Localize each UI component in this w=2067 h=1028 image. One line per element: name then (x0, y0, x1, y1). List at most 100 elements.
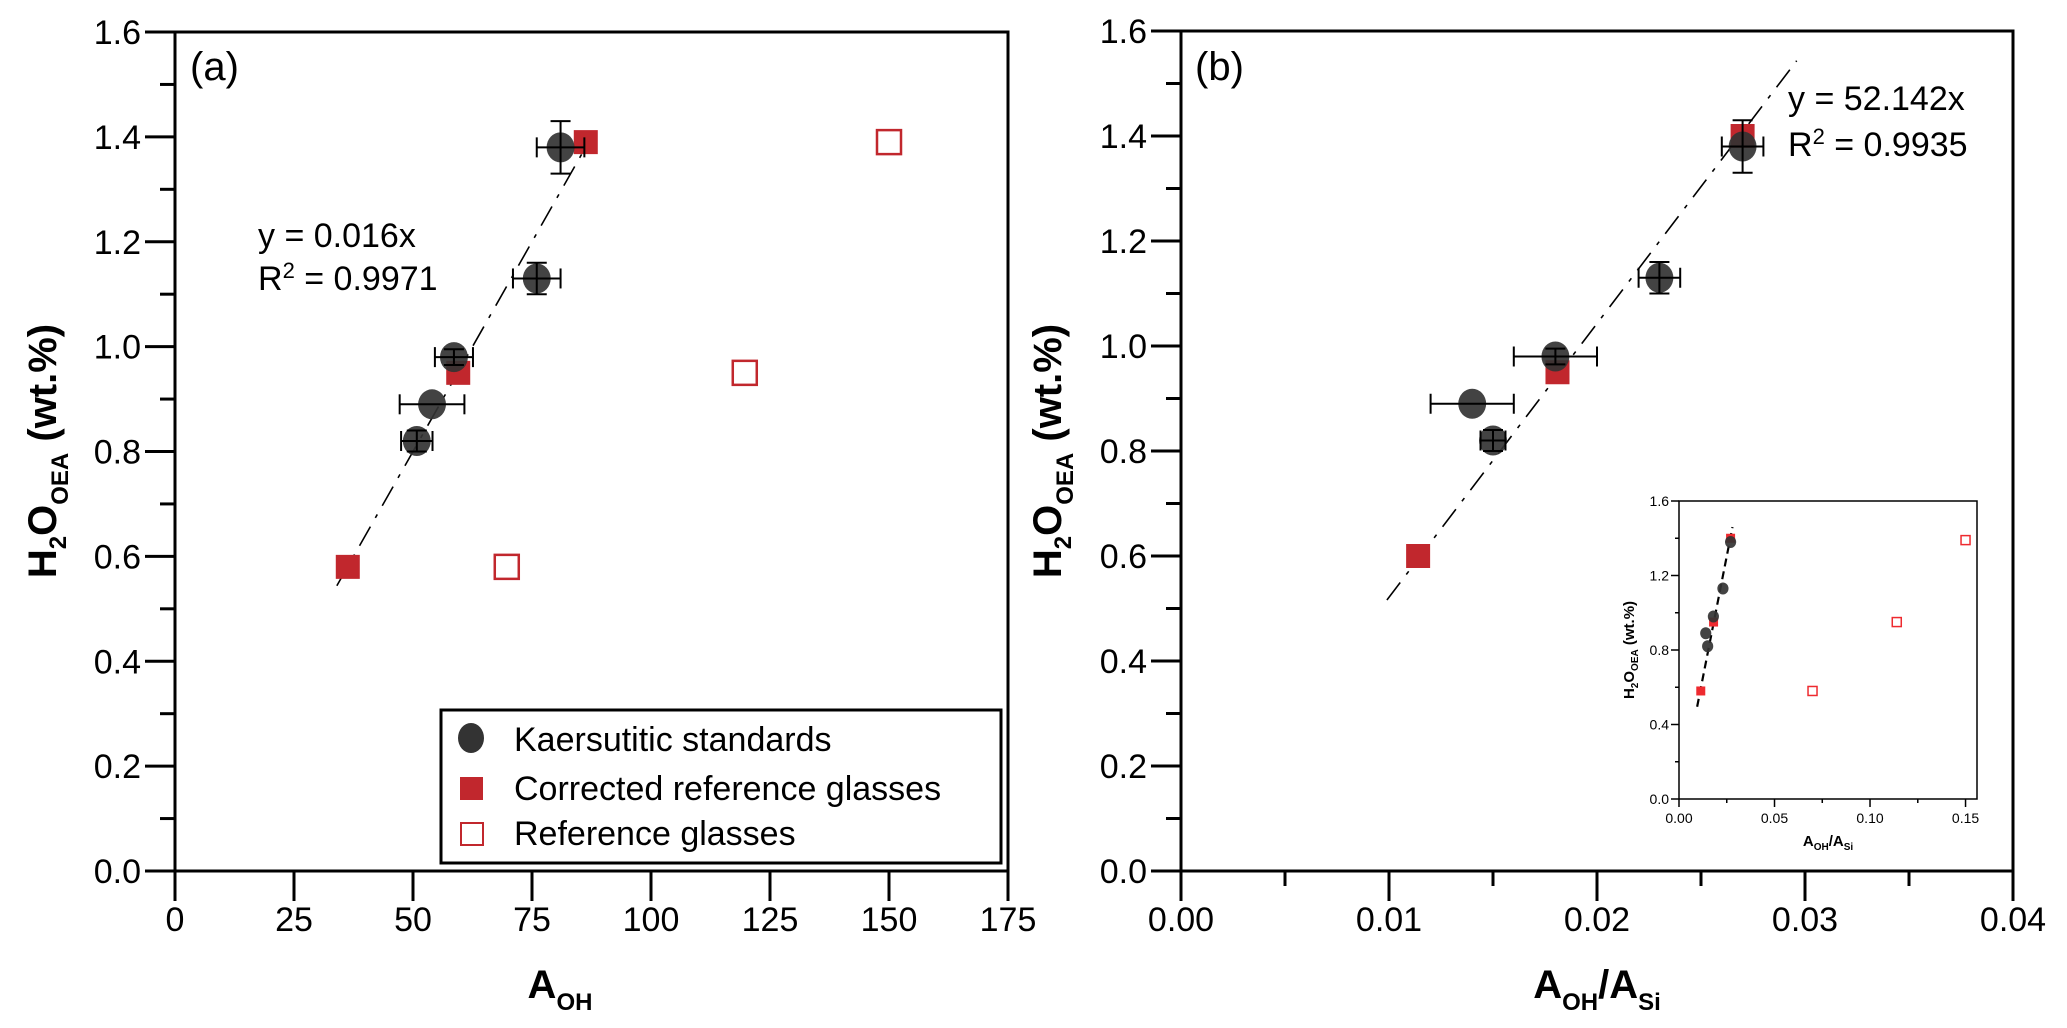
data-point-circle (398, 389, 466, 420)
data-point-circle (1717, 582, 1729, 595)
y-tick-label: 1.6 (1100, 13, 1147, 51)
x-tick-label: 0.10 (1856, 810, 1883, 826)
inset-plot: 0.00 0.05 0.10 0.15 0.0 0.4 0.8 1.2 1.6 H2OOEA (… (1621, 493, 1979, 853)
data-point-filled-square (573, 130, 598, 155)
open-square-marker (1960, 534, 1971, 546)
data-point-open-square (493, 553, 521, 581)
x-tick-label: 0.00 (1665, 810, 1692, 826)
plot-area-inset (1678, 500, 1978, 800)
x-tick-label: 0.04 (1980, 901, 2046, 939)
y-tick-label: 1.6 (94, 14, 141, 52)
panel-label-a: (a) (190, 45, 239, 89)
data-point-circle (1512, 341, 1598, 372)
data-point-open-square (875, 128, 903, 156)
y-tick-label: 0.0 (1650, 791, 1670, 807)
y-tick-label: 0.8 (94, 434, 141, 472)
data-point-open-square (731, 359, 759, 387)
regression-line (336, 132, 595, 587)
legend-label-kaersutitic: Kaersutitic standards (514, 721, 832, 759)
circle-marker (1724, 535, 1737, 548)
data-point-circle (400, 426, 434, 457)
data-point-filled-square (1406, 544, 1431, 568)
y-tick-label: 1.0 (1100, 328, 1147, 366)
circle-marker (1717, 582, 1729, 595)
y-tick-label: 1.4 (1100, 118, 1147, 156)
y-tick-label: 0.8 (1100, 433, 1147, 471)
data-point-circle (1724, 535, 1737, 548)
data-point-open-square (1960, 534, 1971, 546)
y-tick-label: 0.8 (1650, 642, 1670, 658)
open-square-marker (875, 128, 903, 156)
filled-square-marker (335, 554, 360, 579)
circle-marker (1707, 610, 1719, 623)
data-point-circle (1720, 119, 1765, 174)
x-tick-label: 175 (980, 901, 1037, 939)
x-axis-title-a: AOH (528, 963, 593, 1016)
legend-box (439, 708, 1003, 865)
x-tick-label: 50 (394, 901, 432, 939)
data-point-circle (511, 261, 562, 296)
fit-r2-b: R2 = 0.9935 (1788, 124, 1968, 164)
data-point-open-square (1891, 616, 1903, 628)
x-axis-title-inset: AOH/ASi (1803, 833, 1854, 853)
data-point-open-square (1807, 685, 1818, 697)
data-point-filled-square (335, 554, 360, 579)
y-tick-label: 0.4 (1100, 643, 1147, 681)
y-axis-title-inset: H2OOEA (wt.%) (1621, 601, 1641, 699)
open-square-marker (731, 359, 759, 387)
y-tick-label: 1.2 (1100, 223, 1147, 261)
circle-marker (1700, 627, 1712, 640)
open-square-marker (493, 553, 521, 581)
filled-square-marker (573, 130, 598, 155)
legend-label-reference: Reference glasses (514, 815, 796, 853)
y-tick-label: 0.0 (94, 853, 141, 891)
open-square-marker (1891, 616, 1903, 628)
data-point-circle (535, 120, 586, 175)
y-tick-label: 1.6 (1650, 493, 1670, 509)
data-point-circle (1700, 627, 1712, 640)
y-tick-label: 0.6 (1100, 538, 1147, 576)
fit-line-b (1386, 60, 1798, 601)
y-tick-label: 1.0 (94, 329, 141, 367)
y-axis-title-b: H2OOEA (wt.%) (1026, 324, 1079, 578)
panel-b: 0.00 0.01 0.02 0.03 0.04 0.0 0.2 0.4 0.6 0.8 1.0 1.… (1026, 13, 2046, 1016)
fit-r2-a: R2 = 0.9971 (258, 258, 438, 298)
x-tick-label: 0.01 (1356, 901, 1422, 939)
x-tick-label: 0.15 (1952, 810, 1979, 826)
data-point-circle (433, 342, 474, 373)
x-axis-title-b: AOH/ASi (1533, 963, 1661, 1016)
legend-marker-open-square (460, 822, 484, 846)
legend-label-corrected: Corrected reference glasses (514, 770, 941, 808)
x-tick-label: 0 (166, 901, 185, 939)
x-tick-label: 0.02 (1564, 901, 1630, 939)
axis-ticks-inset: 0.00 0.05 0.10 0.15 0.0 0.4 0.8 1.2 1.6 (1650, 493, 1980, 826)
legend-marker-filled-square (460, 777, 483, 800)
fit-line-a (336, 132, 595, 587)
y-axis-title-a: H2OOEA (wt.%) (21, 324, 74, 578)
circle-marker (1702, 640, 1714, 653)
data-point-circle (1707, 610, 1719, 623)
y-tick-label: 0.6 (94, 538, 141, 576)
data-marks-a (335, 120, 903, 581)
x-tick-label: 0.05 (1761, 810, 1788, 826)
x-tick-label: 0.03 (1772, 901, 1838, 939)
open-square-marker (1807, 685, 1818, 697)
x-tick-label: 25 (275, 901, 313, 939)
x-tick-label: 0.00 (1148, 901, 1214, 939)
x-tick-label: 75 (513, 901, 551, 939)
x-tick-label: 150 (861, 901, 918, 939)
legend-marker-circle (458, 723, 484, 753)
data-point-filled-square (1696, 686, 1706, 696)
y-tick-label: 1.2 (94, 224, 141, 262)
y-tick-label: 0.2 (1100, 748, 1147, 786)
regression-line (1386, 60, 1798, 601)
panel-label-b: (b) (1195, 45, 1244, 89)
y-tick-label: 1.4 (94, 119, 141, 157)
y-tick-label: 0.4 (1650, 717, 1670, 733)
filled-square-marker (1696, 686, 1706, 696)
fit-equation-a: y = 0.016x (258, 217, 416, 255)
data-point-circle (1479, 425, 1507, 456)
data-point-circle (1702, 640, 1714, 653)
axis-ticks-b: 0.00 0.01 0.02 0.03 0.04 0.0 0.2 0.4 0.6 0.8 1.0 1.… (1100, 13, 2046, 939)
